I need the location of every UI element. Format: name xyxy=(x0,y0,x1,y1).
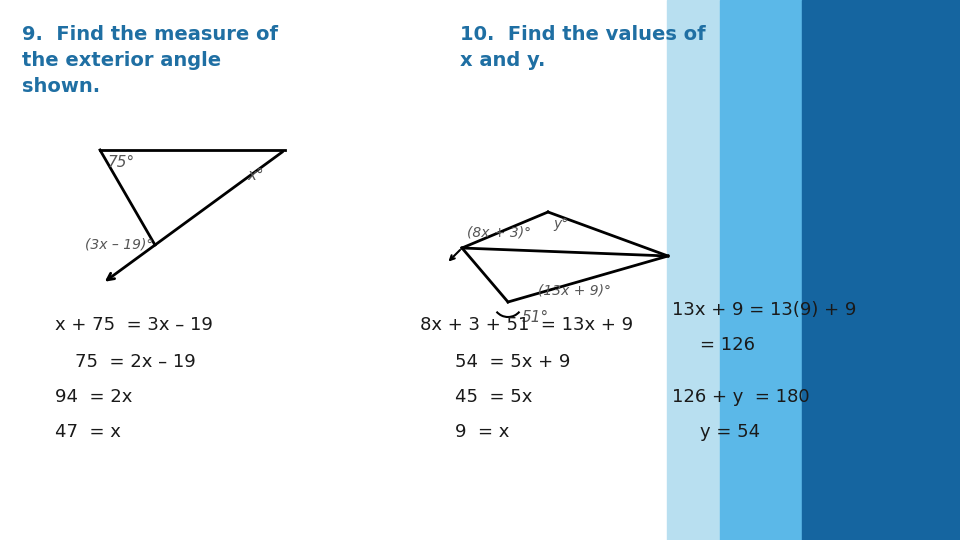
Text: 75°: 75° xyxy=(108,155,135,170)
Text: 13x + 9 = 13(9) + 9: 13x + 9 = 13(9) + 9 xyxy=(672,301,856,319)
Bar xyxy=(720,0,802,540)
Text: y°: y° xyxy=(553,217,568,231)
Text: 8x + 3 + 51  = 13x + 9: 8x + 3 + 51 = 13x + 9 xyxy=(420,316,634,334)
Text: 75  = 2x – 19: 75 = 2x – 19 xyxy=(75,353,196,371)
Text: 126 + y  = 180: 126 + y = 180 xyxy=(672,388,809,406)
Text: x°: x° xyxy=(247,168,264,183)
Text: 94  = 2x: 94 = 2x xyxy=(55,388,132,406)
Text: 51°: 51° xyxy=(522,310,549,325)
Text: 10.  Find the values of
x and y.: 10. Find the values of x and y. xyxy=(460,25,706,70)
Bar xyxy=(667,0,720,540)
Text: = 126: = 126 xyxy=(700,336,755,354)
Text: y = 54: y = 54 xyxy=(700,423,760,441)
Text: 9.  Find the measure of
the exterior angle
shown.: 9. Find the measure of the exterior angl… xyxy=(22,25,278,96)
Text: 45  = 5x: 45 = 5x xyxy=(455,388,533,406)
Text: x + 75  = 3x – 19: x + 75 = 3x – 19 xyxy=(55,316,213,334)
Text: (8x + 3)°: (8x + 3)° xyxy=(467,226,531,240)
Bar xyxy=(802,0,960,540)
Text: (13x + 9)°: (13x + 9)° xyxy=(538,284,611,298)
Text: (3x – 19)°: (3x – 19)° xyxy=(85,237,154,251)
Text: 47  = x: 47 = x xyxy=(55,423,121,441)
Text: 54  = 5x + 9: 54 = 5x + 9 xyxy=(455,353,570,371)
Text: 9  = x: 9 = x xyxy=(455,423,510,441)
